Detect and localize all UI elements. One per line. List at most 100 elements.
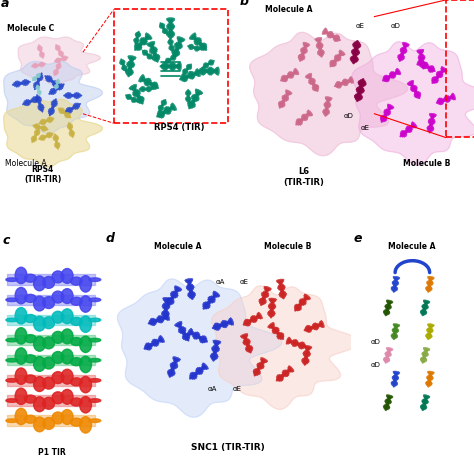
- Ellipse shape: [394, 278, 398, 281]
- Ellipse shape: [80, 95, 82, 96]
- Ellipse shape: [160, 110, 164, 117]
- Ellipse shape: [410, 126, 413, 128]
- Ellipse shape: [258, 312, 263, 319]
- Ellipse shape: [301, 118, 304, 121]
- Ellipse shape: [44, 126, 46, 131]
- Ellipse shape: [392, 329, 399, 332]
- Ellipse shape: [318, 324, 320, 327]
- Ellipse shape: [289, 366, 294, 372]
- Ellipse shape: [189, 72, 193, 79]
- Ellipse shape: [186, 286, 194, 289]
- Ellipse shape: [37, 46, 41, 47]
- Ellipse shape: [130, 85, 137, 90]
- Ellipse shape: [64, 112, 68, 116]
- Ellipse shape: [144, 78, 148, 83]
- Ellipse shape: [202, 67, 204, 75]
- Ellipse shape: [201, 45, 207, 50]
- Ellipse shape: [201, 336, 205, 343]
- Ellipse shape: [324, 105, 330, 108]
- Ellipse shape: [137, 43, 142, 48]
- Ellipse shape: [36, 78, 42, 81]
- Ellipse shape: [173, 49, 180, 53]
- Ellipse shape: [355, 42, 360, 44]
- Ellipse shape: [337, 37, 340, 42]
- Ellipse shape: [402, 130, 407, 135]
- Ellipse shape: [297, 343, 299, 346]
- Ellipse shape: [414, 90, 417, 92]
- Ellipse shape: [263, 296, 265, 299]
- Ellipse shape: [422, 314, 424, 316]
- Ellipse shape: [146, 53, 148, 55]
- Ellipse shape: [89, 338, 100, 342]
- Ellipse shape: [303, 44, 309, 46]
- Ellipse shape: [187, 46, 189, 47]
- Ellipse shape: [358, 81, 366, 84]
- Ellipse shape: [386, 356, 389, 357]
- Ellipse shape: [169, 46, 174, 47]
- Ellipse shape: [425, 303, 427, 305]
- Ellipse shape: [134, 46, 138, 51]
- Ellipse shape: [213, 352, 217, 355]
- Ellipse shape: [38, 64, 40, 66]
- Ellipse shape: [299, 300, 305, 305]
- Ellipse shape: [48, 111, 54, 114]
- Ellipse shape: [166, 24, 175, 27]
- Ellipse shape: [35, 124, 37, 129]
- Ellipse shape: [385, 307, 391, 310]
- Ellipse shape: [36, 81, 39, 83]
- Ellipse shape: [321, 320, 324, 328]
- Ellipse shape: [146, 79, 151, 86]
- Ellipse shape: [195, 89, 203, 94]
- Ellipse shape: [150, 49, 157, 53]
- Ellipse shape: [169, 370, 175, 373]
- Ellipse shape: [143, 37, 147, 42]
- Ellipse shape: [54, 71, 59, 73]
- Ellipse shape: [65, 93, 67, 98]
- Ellipse shape: [53, 136, 58, 138]
- Ellipse shape: [163, 307, 169, 310]
- Ellipse shape: [212, 346, 219, 349]
- Ellipse shape: [180, 330, 186, 334]
- Ellipse shape: [194, 37, 200, 44]
- Ellipse shape: [56, 83, 59, 87]
- Ellipse shape: [449, 97, 451, 99]
- Ellipse shape: [244, 337, 246, 340]
- Ellipse shape: [428, 380, 431, 382]
- Ellipse shape: [61, 58, 63, 60]
- Ellipse shape: [426, 336, 432, 338]
- Ellipse shape: [194, 94, 199, 98]
- Ellipse shape: [52, 118, 54, 119]
- Ellipse shape: [55, 85, 59, 87]
- Ellipse shape: [56, 58, 58, 63]
- Ellipse shape: [170, 45, 173, 46]
- Ellipse shape: [387, 302, 391, 304]
- Ellipse shape: [318, 53, 324, 55]
- Ellipse shape: [140, 87, 142, 91]
- Ellipse shape: [66, 57, 68, 58]
- Ellipse shape: [55, 82, 58, 87]
- Ellipse shape: [388, 303, 390, 305]
- Ellipse shape: [427, 281, 433, 283]
- Ellipse shape: [170, 106, 173, 110]
- Ellipse shape: [182, 333, 188, 337]
- Ellipse shape: [316, 44, 323, 46]
- Ellipse shape: [248, 319, 251, 323]
- Ellipse shape: [287, 338, 291, 344]
- Ellipse shape: [337, 81, 340, 88]
- Ellipse shape: [176, 42, 182, 45]
- Ellipse shape: [429, 115, 436, 117]
- Text: αA: αA: [215, 279, 225, 285]
- Ellipse shape: [165, 60, 168, 64]
- Ellipse shape: [280, 283, 282, 285]
- Ellipse shape: [202, 305, 207, 309]
- Ellipse shape: [388, 108, 390, 110]
- Ellipse shape: [36, 129, 40, 132]
- Ellipse shape: [212, 359, 214, 361]
- Ellipse shape: [68, 127, 73, 129]
- Ellipse shape: [61, 329, 73, 344]
- Ellipse shape: [89, 298, 100, 301]
- Ellipse shape: [56, 69, 58, 71]
- Ellipse shape: [123, 69, 127, 71]
- Ellipse shape: [243, 338, 248, 342]
- Ellipse shape: [359, 86, 363, 88]
